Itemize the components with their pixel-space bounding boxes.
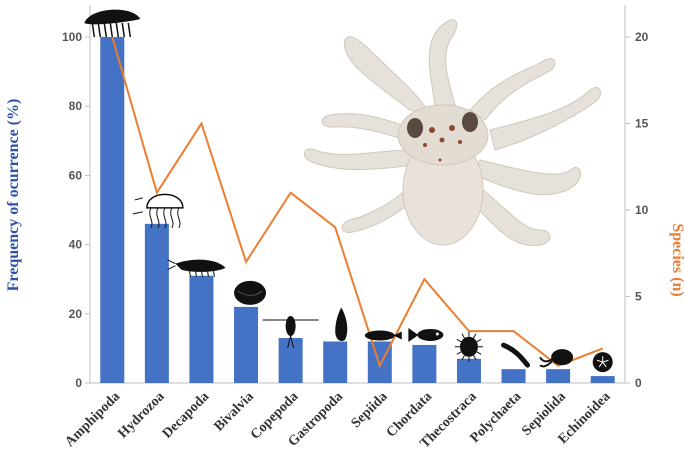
y-tick-label: 20 (69, 307, 83, 321)
category-label-hydrozoa: Hydrozoa (115, 389, 167, 441)
bar-echinoidea (590, 376, 615, 383)
clam-icon (234, 280, 267, 305)
fish-icon (408, 327, 444, 342)
sand-dollar-icon (592, 352, 613, 373)
bar-chordata (412, 344, 437, 383)
category-label-decapoda: Decapoda (160, 389, 212, 441)
bar-decapoda (189, 275, 214, 383)
y-axis-title: Frequency of ocurrence (%) (5, 99, 22, 292)
octopus-photo (304, 19, 601, 247)
cuttlefish-icon (364, 330, 402, 341)
shrimp-icon (167, 259, 226, 277)
y2-tick-label: 20 (635, 30, 649, 44)
y2-tick-label: 5 (635, 290, 642, 304)
axes (89, 5, 626, 384)
y2-tick-label: 15 (635, 117, 649, 131)
snail-icon (335, 307, 348, 342)
category-label-sepiida: Sepiida (349, 389, 391, 431)
y-tick-label: 100 (62, 30, 82, 44)
bar-amphipoda (100, 37, 125, 383)
y-tick-label: 0 (75, 376, 82, 390)
category-icons (84, 9, 613, 373)
y2-tick-label: 0 (635, 376, 642, 390)
bar-series (100, 37, 615, 383)
y-tick-label: 60 (69, 168, 83, 182)
y2-axis-title: Species (n) (669, 223, 685, 296)
category-label-bivalvia: Bivalvia (212, 389, 257, 434)
line-series (111, 36, 604, 369)
bar-thecostraca (456, 358, 481, 383)
bar-sepiolida (546, 369, 571, 383)
jellyfish-icon (132, 193, 184, 229)
bobtail-squid-icon (539, 349, 574, 368)
bar-polychaeta (501, 369, 526, 383)
y-tick-label: 40 (69, 238, 83, 252)
y-axis-ticks: 0 20 40 60 80 100 (62, 30, 90, 390)
y-tick-label: 80 (69, 99, 83, 113)
barnacle-icon (454, 331, 483, 362)
bar-hydrozoa (144, 223, 169, 383)
bar-bivalvia (234, 306, 259, 383)
bar-gastropoda (323, 341, 348, 383)
amphipod-icon (84, 9, 141, 38)
bar-copepoda (278, 338, 303, 383)
copepod-icon (262, 316, 319, 349)
y2-tick-label: 10 (635, 203, 649, 217)
category-label-amphipoda: Amphipoda (62, 389, 123, 450)
y2-axis-ticks: 0 5 10 15 20 (625, 30, 649, 390)
species-line (111, 36, 604, 369)
worm-icon (501, 342, 531, 368)
